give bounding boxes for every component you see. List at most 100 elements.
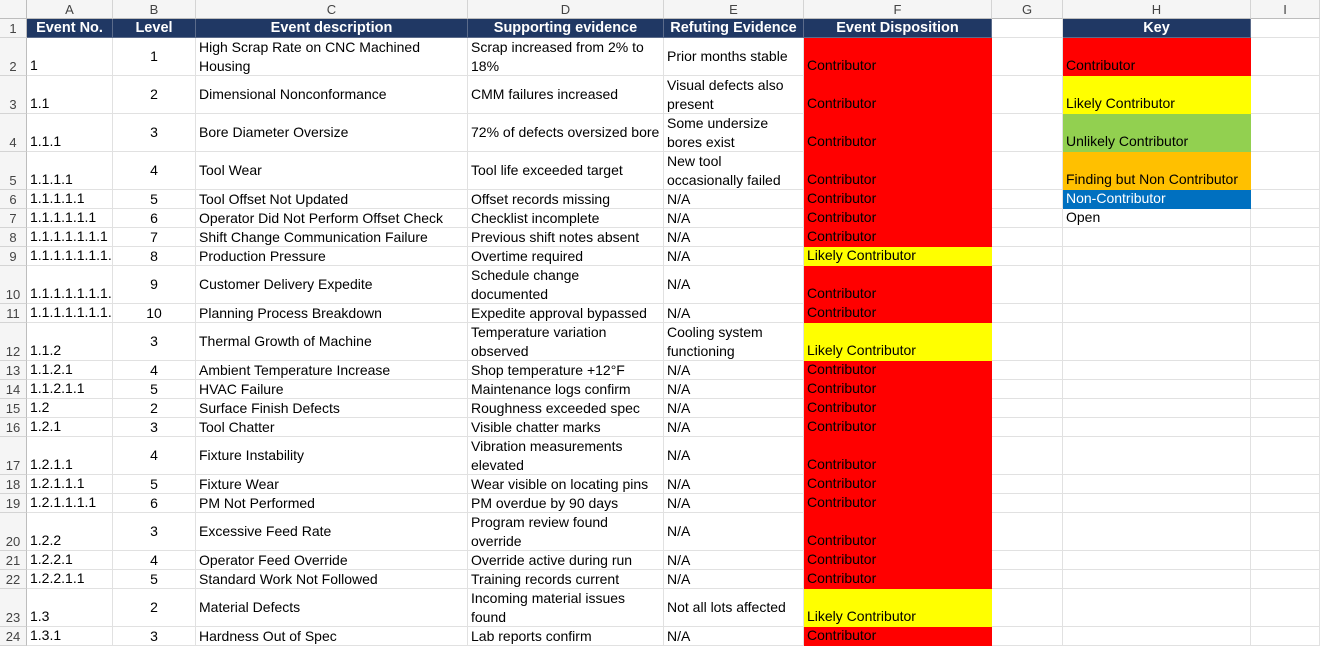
cell-empty-h[interactable]: [1063, 475, 1251, 494]
cell-event-disposition[interactable]: Contributor: [804, 437, 992, 475]
cell-event-disposition[interactable]: Contributor: [804, 209, 992, 228]
cell-empty-g[interactable]: [992, 152, 1063, 190]
cell-event-no[interactable]: 1.2.1.1.1: [27, 475, 113, 494]
cell-event-description[interactable]: Fixture Wear: [196, 475, 468, 494]
cell-event-disposition[interactable]: Contributor: [804, 399, 992, 418]
cell-empty-h[interactable]: [1063, 247, 1251, 266]
cell-supporting-evidence[interactable]: CMM failures increased: [468, 76, 664, 114]
cell-event-description[interactable]: Shift Change Communication Failure: [196, 228, 468, 247]
cell-supporting-evidence[interactable]: Training records current: [468, 570, 664, 589]
cell-empty-h[interactable]: [1063, 361, 1251, 380]
cell-event-description[interactable]: Surface Finish Defects: [196, 399, 468, 418]
cell-empty-i[interactable]: [1251, 627, 1320, 646]
cell-event-description[interactable]: Tool Chatter: [196, 418, 468, 437]
cell-event-no[interactable]: 1.1.1.1.1: [27, 190, 113, 209]
cell-empty-i[interactable]: [1251, 209, 1320, 228]
row-header[interactable]: 6: [0, 190, 27, 209]
column-header-g[interactable]: G: [992, 0, 1063, 19]
cell-level[interactable]: 6: [113, 494, 196, 513]
cell-supporting-evidence[interactable]: Shop temperature +12°F: [468, 361, 664, 380]
cell-refuting-evidence[interactable]: N/A: [664, 494, 804, 513]
cell-event-description[interactable]: Operator Did Not Perform Offset Check: [196, 209, 468, 228]
cell-event-disposition[interactable]: Contributor: [804, 475, 992, 494]
cell-level[interactable]: 4: [113, 551, 196, 570]
cell-supporting-evidence[interactable]: PM overdue by 90 days: [468, 494, 664, 513]
cell-event-disposition[interactable]: Contributor: [804, 418, 992, 437]
row-header[interactable]: 14: [0, 380, 27, 399]
cell-empty-i[interactable]: [1251, 380, 1320, 399]
key-cell-likely-contributor[interactable]: Likely Contributor: [1063, 76, 1251, 114]
cell-refuting-evidence[interactable]: N/A: [664, 551, 804, 570]
cell-supporting-evidence[interactable]: Roughness exceeded spec: [468, 399, 664, 418]
header-level[interactable]: Level: [113, 19, 196, 38]
column-header-h[interactable]: H: [1063, 0, 1251, 19]
cell-empty-g[interactable]: [992, 247, 1063, 266]
cell-event-description[interactable]: Customer Delivery Expedite: [196, 266, 468, 304]
cell-empty-g[interactable]: [992, 228, 1063, 247]
cell-event-description[interactable]: Excessive Feed Rate: [196, 513, 468, 551]
cell-empty-h[interactable]: [1063, 513, 1251, 551]
cell-level[interactable]: 9: [113, 266, 196, 304]
select-all-corner[interactable]: [0, 0, 27, 19]
cell-level[interactable]: 5: [113, 570, 196, 589]
cell-refuting-evidence[interactable]: New tool occasionally failed: [664, 152, 804, 190]
cell-supporting-evidence[interactable]: Lab reports confirm: [468, 627, 664, 646]
cell-level[interactable]: 2: [113, 76, 196, 114]
cell-level[interactable]: 3: [113, 323, 196, 361]
cell-empty-g[interactable]: [992, 38, 1063, 76]
cell-event-description[interactable]: Operator Feed Override: [196, 551, 468, 570]
cell-supporting-evidence[interactable]: Schedule change documented: [468, 266, 664, 304]
row-header[interactable]: 13: [0, 361, 27, 380]
cell-event-no[interactable]: 1.2.2.1.1: [27, 570, 113, 589]
cell-empty-g[interactable]: [992, 380, 1063, 399]
cell-supporting-evidence[interactable]: Checklist incomplete: [468, 209, 664, 228]
cell-refuting-evidence[interactable]: N/A: [664, 627, 804, 646]
cell-empty-h[interactable]: [1063, 551, 1251, 570]
cell-empty-h[interactable]: [1063, 437, 1251, 475]
cell-empty-h[interactable]: [1063, 266, 1251, 304]
cell-refuting-evidence[interactable]: N/A: [664, 228, 804, 247]
cell-refuting-evidence[interactable]: Some undersize bores exist: [664, 114, 804, 152]
cell-empty-h[interactable]: [1063, 418, 1251, 437]
cell-refuting-evidence[interactable]: N/A: [664, 380, 804, 399]
cell-event-disposition[interactable]: Contributor: [804, 627, 992, 646]
cell-empty-g[interactable]: [992, 266, 1063, 304]
cell-empty-g[interactable]: [992, 114, 1063, 152]
cell-refuting-evidence[interactable]: N/A: [664, 475, 804, 494]
cell-refuting-evidence[interactable]: Cooling system functioning: [664, 323, 804, 361]
cell-empty-g[interactable]: [992, 323, 1063, 361]
row-header[interactable]: 4: [0, 114, 27, 152]
cell-empty-g[interactable]: [992, 627, 1063, 646]
cell-g1[interactable]: [992, 19, 1063, 38]
row-header[interactable]: 19: [0, 494, 27, 513]
cell-empty-g[interactable]: [992, 551, 1063, 570]
cell-empty-i[interactable]: [1251, 76, 1320, 114]
cell-event-description[interactable]: Production Pressure: [196, 247, 468, 266]
cell-event-no[interactable]: 1.1.1.1: [27, 152, 113, 190]
cell-empty-i[interactable]: [1251, 551, 1320, 570]
cell-empty-i[interactable]: [1251, 589, 1320, 627]
cell-event-no[interactable]: 1.2: [27, 399, 113, 418]
cell-event-disposition[interactable]: Contributor: [804, 361, 992, 380]
cell-event-disposition[interactable]: Contributor: [804, 76, 992, 114]
cell-level[interactable]: 4: [113, 152, 196, 190]
header-key[interactable]: Key: [1063, 19, 1251, 38]
row-header[interactable]: 1: [0, 19, 27, 38]
header-supporting[interactable]: Supporting evidence: [468, 19, 664, 38]
cell-level[interactable]: 8: [113, 247, 196, 266]
row-header[interactable]: 21: [0, 551, 27, 570]
cell-refuting-evidence[interactable]: Not all lots affected: [664, 589, 804, 627]
cell-level[interactable]: 5: [113, 190, 196, 209]
cell-level[interactable]: 3: [113, 627, 196, 646]
cell-supporting-evidence[interactable]: Expedite approval bypassed: [468, 304, 664, 323]
cell-refuting-evidence[interactable]: N/A: [664, 399, 804, 418]
row-header[interactable]: 18: [0, 475, 27, 494]
cell-empty-g[interactable]: [992, 475, 1063, 494]
cell-empty-i[interactable]: [1251, 190, 1320, 209]
cell-empty-h[interactable]: [1063, 228, 1251, 247]
cell-level[interactable]: 4: [113, 361, 196, 380]
cell-level[interactable]: 3: [113, 513, 196, 551]
cell-empty-i[interactable]: [1251, 494, 1320, 513]
cell-level[interactable]: 4: [113, 437, 196, 475]
cell-event-no[interactable]: 1.1.2.1: [27, 361, 113, 380]
